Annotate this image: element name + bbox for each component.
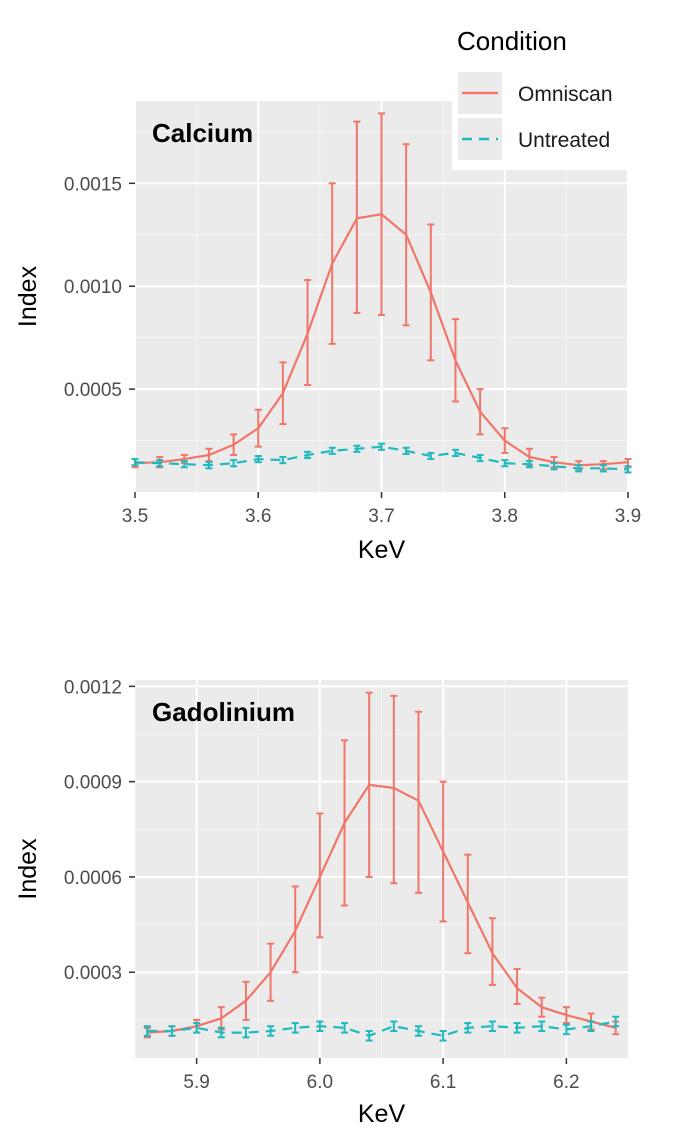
x-tick-label: 3.5 xyxy=(122,506,148,527)
panel-title: Gadolinium xyxy=(152,697,295,727)
error-bar-omniscan xyxy=(353,120,361,314)
legend-label-omniscan: Omniscan xyxy=(518,83,613,106)
y-tick-label: 0.0009 xyxy=(64,773,122,794)
error-bar-omniscan xyxy=(464,853,472,955)
calcium-panel: 3.5 3.6 3.7 3.8 3.9 0.0005 0.0010 0.0015 KeV Inde… xyxy=(14,101,641,564)
x-axis-title: KeV xyxy=(358,536,406,564)
error-bar-omniscan xyxy=(513,968,521,1005)
y-tick-label: 0.0015 xyxy=(64,174,122,195)
error-bar-omniscan xyxy=(304,279,312,386)
y-tick-label: 0.0010 xyxy=(64,277,122,298)
y-tick-label: 0.0012 xyxy=(64,677,122,698)
series-line-omniscan xyxy=(147,783,616,1034)
y-tick-label: 0.0005 xyxy=(64,380,122,401)
series-line-untreated xyxy=(147,1020,616,1037)
panel-title: Calcium xyxy=(152,118,253,148)
x-tick-label: 6.0 xyxy=(307,1072,333,1093)
x-tick-label: 3.8 xyxy=(492,506,518,527)
legend-title: Condition xyxy=(457,26,567,56)
error-bar-omniscan xyxy=(316,812,324,939)
x-tick-label: 5.9 xyxy=(183,1072,209,1093)
error-bar-omniscan xyxy=(390,694,398,885)
y-tick-label: 0.0006 xyxy=(64,868,122,889)
series-line-untreated xyxy=(134,445,629,471)
x-tick-label: 3.9 xyxy=(615,506,641,527)
gadolinium-panel: 5.9 6.0 6.1 6.2 0.0003 0.0006 0.0009 0.0012 KeV I… xyxy=(14,677,629,1128)
x-tick-label: 3.7 xyxy=(368,506,394,527)
x-tick-label: 6.1 xyxy=(430,1072,456,1093)
y-axis-title: Index xyxy=(14,265,42,327)
legend: Condition Omniscan Untreated xyxy=(452,26,628,170)
x-tick-label: 6.2 xyxy=(553,1072,579,1093)
legend-label-untreated: Untreated xyxy=(518,129,610,152)
x-tick-label: 3.6 xyxy=(245,506,271,527)
y-axis-title: Index xyxy=(14,838,42,900)
error-bar-omniscan xyxy=(488,917,496,986)
error-bar-omniscan xyxy=(291,885,299,974)
x-axis-title: KeV xyxy=(358,1100,406,1128)
y-tick-label: 0.0003 xyxy=(64,963,122,984)
error-bar-omniscan xyxy=(414,710,422,894)
